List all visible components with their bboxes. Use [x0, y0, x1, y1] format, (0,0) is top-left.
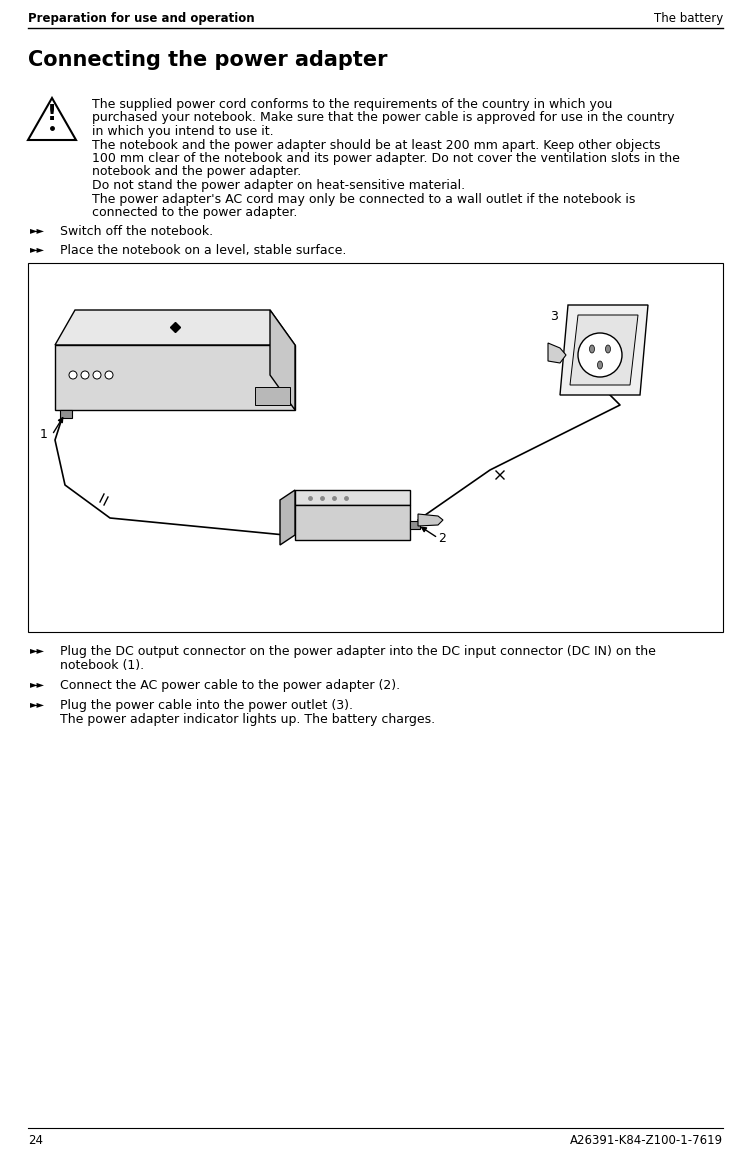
Text: The notebook and the power adapter should be at least 200 mm apart. Keep other o: The notebook and the power adapter shoul… [92, 139, 660, 151]
Polygon shape [55, 310, 295, 345]
Text: Place the notebook on a level, stable surface.: Place the notebook on a level, stable su… [60, 244, 346, 258]
Text: 2: 2 [438, 531, 446, 544]
Polygon shape [295, 490, 410, 505]
Text: The battery: The battery [654, 12, 723, 25]
Text: 24: 24 [28, 1134, 43, 1147]
Ellipse shape [590, 345, 595, 353]
Circle shape [105, 371, 113, 379]
Text: ►►: ►► [30, 244, 45, 254]
Text: Do not stand the power adapter on heat-sensitive material.: Do not stand the power adapter on heat-s… [92, 179, 465, 192]
Polygon shape [570, 315, 638, 385]
Text: 100 mm clear of the notebook and its power adapter. Do not cover the ventilation: 100 mm clear of the notebook and its pow… [92, 152, 680, 165]
Text: notebook (1).: notebook (1). [60, 660, 144, 672]
Bar [255, 387, 290, 405]
Text: Connecting the power adapter: Connecting the power adapter [28, 50, 388, 70]
Polygon shape [270, 310, 295, 410]
Circle shape [69, 371, 77, 379]
Text: 3: 3 [550, 310, 558, 323]
Text: ►►: ►► [30, 699, 45, 709]
Text: 1: 1 [40, 429, 48, 441]
Polygon shape [280, 490, 295, 545]
Text: The supplied power cord conforms to the requirements of the country in which you: The supplied power cord conforms to the … [92, 98, 612, 111]
Text: Plug the DC output connector on the power adapter into the DC input connector (D: Plug the DC output connector on the powe… [60, 644, 656, 658]
Text: ►►: ►► [30, 679, 45, 690]
Text: purchased your notebook. Make sure that the power cable is approved for use in t: purchased your notebook. Make sure that … [92, 112, 674, 125]
Circle shape [81, 371, 89, 379]
Text: connected to the power adapter.: connected to the power adapter. [92, 206, 297, 219]
Polygon shape [418, 514, 443, 526]
Text: !: ! [47, 104, 57, 124]
Text: Switch off the notebook.: Switch off the notebook. [60, 225, 213, 238]
Circle shape [578, 333, 622, 377]
Polygon shape [560, 305, 648, 395]
Ellipse shape [605, 345, 611, 353]
Text: notebook and the power adapter.: notebook and the power adapter. [92, 165, 301, 179]
Polygon shape [295, 505, 410, 541]
Polygon shape [55, 345, 295, 410]
Circle shape [93, 371, 101, 379]
Text: The power adapter's AC cord may only be connected to a wall outlet if the notebo: The power adapter's AC cord may only be … [92, 193, 635, 206]
Text: Connect the AC power cable to the power adapter (2).: Connect the AC power cable to the power … [60, 679, 400, 692]
Text: in which you intend to use it.: in which you intend to use it. [92, 125, 273, 137]
Text: ►►: ►► [30, 225, 45, 234]
Text: A26391-K84-Z100-1-7619: A26391-K84-Z100-1-7619 [570, 1134, 723, 1147]
Bar [60, 410, 72, 418]
Bar [28, 263, 723, 632]
Polygon shape [548, 343, 566, 363]
Text: The power adapter indicator lights up. The battery charges.: The power adapter indicator lights up. T… [60, 713, 435, 726]
Text: Preparation for use and operation: Preparation for use and operation [28, 12, 255, 25]
Text: Plug the power cable into the power outlet (3).: Plug the power cable into the power outl… [60, 699, 353, 711]
Ellipse shape [598, 362, 602, 368]
Text: ►►: ►► [30, 644, 45, 655]
Bar [410, 521, 420, 529]
